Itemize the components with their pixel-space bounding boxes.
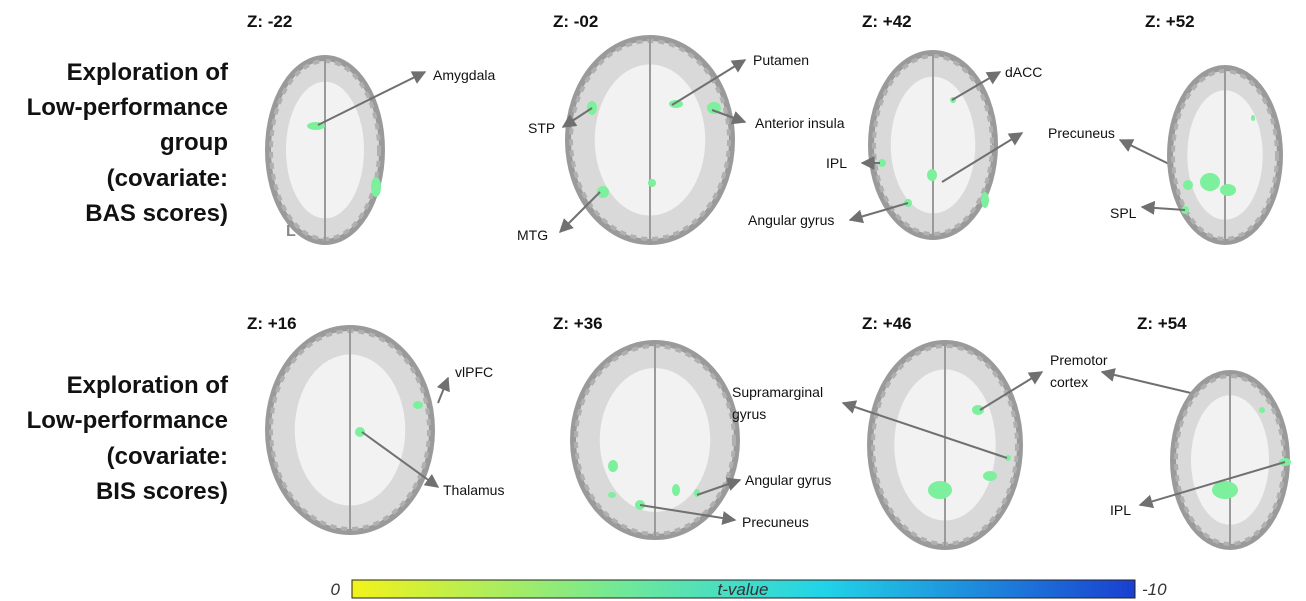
row-label: Exploration of: [67, 372, 229, 399]
activation: [608, 492, 616, 498]
activation: [672, 484, 680, 496]
activation: [928, 481, 952, 499]
row-label: Exploration of: [67, 59, 229, 86]
region-label: gyrus: [732, 406, 766, 422]
region-label: cortex: [1050, 374, 1088, 390]
activation: [669, 100, 683, 108]
slice-z: Z: +46: [862, 314, 912, 333]
region-label: STP: [528, 120, 555, 136]
slice-z: Z: +16: [247, 314, 297, 333]
region-label: Anterior insula: [755, 115, 845, 131]
region-label: vlPFC: [455, 364, 493, 380]
colorbar-title: t-value: [717, 580, 768, 599]
figure: 0 t-value -10 Exploration of Low-performa…: [0, 0, 1306, 601]
activation: [648, 179, 656, 187]
region-label: MTG: [517, 227, 548, 243]
activation: [608, 460, 618, 472]
slice-z: Z: +54: [1137, 314, 1187, 333]
activation: [1220, 184, 1236, 196]
activation: [371, 177, 381, 197]
row-label: group: [160, 129, 228, 156]
region-label: Premotor: [1050, 352, 1108, 368]
slice-z: Z: +36: [553, 314, 603, 333]
activation: [1212, 481, 1238, 499]
row-label: BAS scores): [85, 200, 228, 227]
activation: [694, 489, 700, 497]
row-label: Low-performance: [27, 407, 228, 434]
region-label: Putamen: [753, 52, 809, 68]
region-label: Angular gyrus: [745, 472, 831, 488]
slice-z: Z: -22: [247, 12, 292, 31]
activation: [413, 401, 423, 409]
row-label: BIS scores): [96, 478, 228, 505]
region-label: Amygdala: [433, 67, 495, 83]
activation: [981, 192, 989, 208]
region-label: Angular gyrus: [748, 212, 834, 228]
slice-z: Z: +42: [862, 12, 912, 31]
activation: [972, 405, 984, 415]
region-label: Thalamus: [443, 482, 504, 498]
row-label: Low-performance: [27, 94, 228, 121]
colorbar-max: -10: [1142, 580, 1167, 599]
row-label: (covariate:: [107, 165, 228, 192]
region-label: IPL: [826, 155, 847, 171]
row-label: (covariate:: [107, 443, 228, 470]
region-label: IPL: [1110, 502, 1131, 518]
slice-z: Z: +52: [1145, 12, 1195, 31]
activation: [1183, 180, 1193, 190]
region-label: Supramarginal: [732, 384, 823, 400]
colorbar-min: 0: [331, 580, 341, 599]
region-label: SPL: [1110, 205, 1137, 221]
activation: [927, 169, 937, 181]
region-label: Precuneus: [1048, 125, 1115, 141]
activation: [1259, 407, 1265, 413]
region-label: dACC: [1005, 64, 1042, 80]
pointer-arrow: [438, 378, 448, 403]
region-label: Precuneus: [742, 514, 809, 530]
activation: [1251, 115, 1255, 121]
activation: [983, 471, 997, 481]
slice-z: Z: -02: [553, 12, 598, 31]
side-marker: L: [286, 223, 296, 240]
activation: [1200, 173, 1220, 191]
